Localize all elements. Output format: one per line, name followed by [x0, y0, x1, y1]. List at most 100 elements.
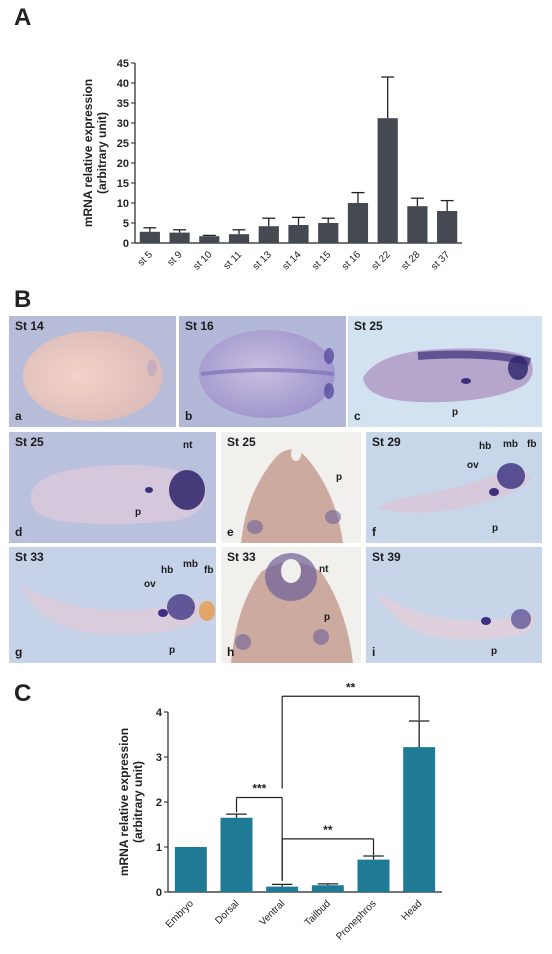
- y-tick-label: 25: [117, 138, 129, 150]
- category-label: st 14: [281, 249, 304, 272]
- significance-label: **: [323, 823, 333, 837]
- structure-label: ov: [467, 460, 479, 471]
- y-axis-label: mRNA relative expression: [81, 79, 95, 227]
- bar: [347, 203, 369, 243]
- bar: [228, 234, 250, 243]
- y-tick-label: 2: [156, 797, 162, 809]
- structure-label: nt: [183, 440, 193, 451]
- category-label: st 22: [370, 249, 393, 272]
- category-label: st 11: [222, 249, 245, 272]
- bar: [437, 211, 458, 243]
- stage-label: St 16: [185, 319, 214, 333]
- category-label: st 9: [166, 249, 185, 268]
- stage-label: St 25: [15, 435, 44, 449]
- significance-label: **: [346, 680, 356, 694]
- image-letter: f: [372, 525, 376, 539]
- y-tick-label: 1: [156, 842, 162, 854]
- category-label: st 37: [429, 249, 452, 272]
- significance-label: ***: [252, 782, 266, 796]
- category-label: st 16: [340, 249, 363, 272]
- bar: [407, 206, 428, 243]
- embryo-image-b: St 16 b: [179, 316, 346, 427]
- category-label: st 10: [191, 249, 214, 272]
- bar: [288, 225, 309, 243]
- bar: [199, 236, 220, 243]
- embryo-image-i: St 39 i p: [366, 547, 542, 663]
- embryo-image-g: St 33 g hb mb fb ov p: [9, 547, 216, 663]
- embryo-image-a: St 14 a: [9, 316, 176, 427]
- panel-letter-b: B: [14, 286, 32, 313]
- structure-label: hb: [161, 565, 174, 576]
- y-tick-label: 0: [156, 887, 162, 899]
- embryo-image-c: St 25 c p: [348, 316, 542, 427]
- y-tick-label: 45: [117, 58, 129, 70]
- bar: [377, 118, 398, 243]
- bar: [403, 747, 436, 892]
- category-label: st 15: [310, 249, 333, 272]
- image-letter: e: [227, 525, 234, 539]
- bar: [139, 231, 160, 243]
- embryo-image-h: St 33 h nt p: [221, 547, 361, 663]
- chart-c: 0 1 2 3 4 Embryo Dorsal Ventral Tailbud Pronephro…: [117, 680, 442, 943]
- y-tick-label: 3: [156, 752, 162, 764]
- structure-label: p: [169, 645, 176, 656]
- y-tick-label: 40: [117, 78, 129, 90]
- stage-label: St 39: [372, 550, 401, 564]
- y-axis-label: (arbitrary unit): [131, 761, 145, 843]
- image-letter: d: [15, 525, 23, 539]
- bar: [258, 226, 279, 243]
- structure-label: fb: [527, 439, 537, 450]
- image-letter: g: [15, 645, 23, 659]
- y-tick-label: 30: [117, 118, 129, 130]
- category-label: Dorsal: [213, 898, 241, 926]
- structure-label: p: [324, 612, 331, 623]
- y-tick-label: 5: [123, 218, 129, 230]
- stage-label: St 29: [372, 435, 401, 449]
- y-tick-label: 0: [123, 238, 129, 250]
- embryo-image-e: St 25 e p: [221, 432, 361, 543]
- panel-letter-a: A: [14, 4, 32, 31]
- category-label: Head: [400, 898, 425, 923]
- y-tick-label: 35: [117, 98, 129, 110]
- stage-label: St 25: [227, 435, 256, 449]
- y-axis-label: (arbitrary unit): [95, 112, 109, 194]
- y-axis-label: mRNA relative expression: [117, 728, 131, 876]
- category-label: st 28: [399, 249, 422, 272]
- stage-label: St 25: [354, 319, 383, 333]
- category-label: Embryo: [164, 898, 196, 930]
- structure-label: mb: [183, 559, 198, 570]
- structure-label: p: [492, 523, 499, 534]
- image-letter: i: [372, 645, 376, 659]
- stage-label: St 33: [227, 550, 256, 564]
- stage-label: St 14: [15, 319, 44, 333]
- image-letter: h: [227, 645, 235, 659]
- bar: [357, 859, 390, 892]
- structure-label: p: [135, 507, 142, 518]
- chart-a: 0 5 10 15 20 25 30 35 40 45 st 5 st 9 st 10 st 11 st 1…: [81, 58, 462, 272]
- category-label: Tailbud: [303, 898, 333, 928]
- bar: [174, 847, 207, 892]
- bar: [220, 817, 253, 892]
- category-label: st 13: [251, 249, 274, 272]
- structure-label: p: [491, 646, 498, 657]
- structure-label: p: [336, 472, 343, 483]
- structure-label: hb: [479, 441, 492, 452]
- category-label: Ventral: [257, 898, 287, 928]
- y-tick-label: 10: [117, 198, 129, 210]
- structure-label: mb: [503, 439, 518, 450]
- category-label: Pronephros: [334, 898, 378, 942]
- image-letter: c: [354, 409, 361, 423]
- structure-label: nt: [319, 564, 329, 575]
- bar: [266, 886, 299, 892]
- embryo-image-d: St 25 d nt p: [9, 432, 216, 543]
- bar: [169, 232, 190, 243]
- category-label: st 5: [136, 249, 155, 268]
- image-letter: a: [15, 409, 22, 423]
- y-tick-label: 15: [117, 178, 129, 190]
- structure-label: p: [452, 407, 459, 418]
- y-tick-label: 4: [156, 707, 163, 719]
- structure-label: ov: [144, 579, 156, 590]
- embryo-image-f: St 29 f hb mb fb ov p: [366, 432, 542, 543]
- y-tick-label: 20: [117, 158, 129, 170]
- image-letter: b: [185, 409, 193, 423]
